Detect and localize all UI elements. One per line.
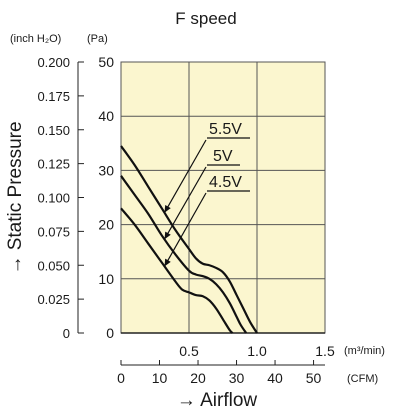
series-line-2 <box>120 207 234 334</box>
y-inch-tick-label: 0.050 <box>37 258 70 273</box>
y-pa-tick-label: 30 <box>98 162 114 178</box>
series-line-1 <box>120 175 248 334</box>
annotation-arrowhead <box>164 205 171 213</box>
x-cfm-tick-label: 10 <box>152 370 168 386</box>
x-cfm-tick-label: 30 <box>229 370 245 386</box>
x-unit-m3: (m³/min) <box>344 345 385 357</box>
y-inch-tick-label: 0.200 <box>37 55 70 70</box>
y-inch-tick-label: 0 <box>63 326 70 341</box>
annotation-label: 4.5V <box>209 174 242 191</box>
y-pa-tick-label: 40 <box>98 108 114 124</box>
annotation-arrowhead <box>164 231 171 240</box>
y-inch-tick-label: 0.150 <box>37 123 70 138</box>
x-m3-tick-label: 1.0 <box>247 343 267 359</box>
y-inch-tick-label: 0.125 <box>37 157 70 172</box>
annotation-leader <box>163 192 207 267</box>
y-inch-tick-label: 0.075 <box>37 224 70 239</box>
x-m3-tick-label: 0.5 <box>179 343 199 359</box>
y-inch-tick-label: 0.100 <box>37 191 70 206</box>
x-m3-tick-label: 1.5 <box>315 343 335 359</box>
y-unit-pa: (Pa) <box>87 33 108 45</box>
y-inch-tick-label: 0.175 <box>37 89 70 104</box>
y-axis-label: → Static Pressure <box>5 121 26 274</box>
annotation-label: 5.5V <box>209 121 242 138</box>
x-cfm-tick-label: 40 <box>267 370 283 386</box>
x-cfm-tick-label: 50 <box>306 370 322 386</box>
y-inch-tick-label: 0.025 <box>37 292 70 307</box>
x-cfm-tick-label: 0 <box>117 370 125 386</box>
plot-area: 0 10 20 30 40 50 0 0.025 0.050 0.075 0.100 0.125 0.1… <box>37 54 334 386</box>
y-pa-tick-label: 50 <box>98 54 114 70</box>
annotation-label: 5V <box>213 148 233 165</box>
annotation-leader <box>163 166 207 240</box>
annotation-leader <box>163 139 207 213</box>
x-unit-cfm: (CFM) <box>347 373 378 385</box>
y-unit-inch: (inch H₂O) <box>10 33 61 45</box>
series-line-0 <box>120 145 258 334</box>
chart-title: F speed <box>175 9 236 28</box>
annotation-arrowhead <box>164 258 171 267</box>
x-axis-label: → Airflow <box>177 390 258 410</box>
y-pa-tick-label: 20 <box>98 217 114 233</box>
x-cfm-tick-label: 20 <box>190 370 206 386</box>
y-pa-tick-label: 0 <box>106 325 114 341</box>
y-pa-tick-label: 10 <box>98 271 114 287</box>
